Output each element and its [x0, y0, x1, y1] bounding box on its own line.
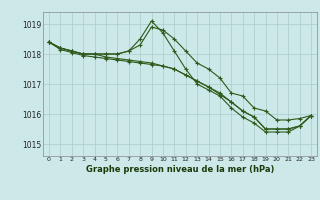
X-axis label: Graphe pression niveau de la mer (hPa): Graphe pression niveau de la mer (hPa): [86, 165, 274, 174]
